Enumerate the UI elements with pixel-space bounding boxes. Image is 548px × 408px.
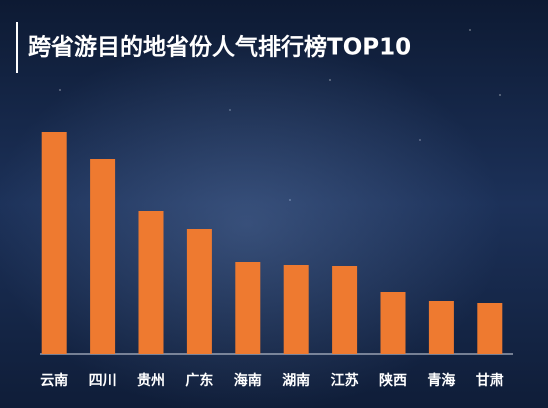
x-tick-label: 甘肃 [476,372,504,389]
bar [477,303,503,354]
x-tick-label: 江苏 [331,372,359,389]
bar [138,211,164,354]
x-tick-label: 云南 [40,372,68,389]
x-tick-label: 海南 [234,372,262,389]
x-tick-label: 广东 [185,372,213,389]
bar [428,301,454,354]
chart-title: 跨省游目的地省份人气排行榜TOP10 [28,34,411,61]
bar [90,159,116,354]
bar [41,132,67,354]
bar [283,265,309,354]
bar [186,229,212,354]
bar [235,262,261,354]
bar [380,292,406,354]
x-tick-label: 陕西 [379,372,407,389]
x-tick-label: 四川 [89,373,117,389]
x-tick-label: 贵州 [137,372,165,389]
x-tick-label: 青海 [427,372,455,389]
bar [332,266,358,354]
x-tick-label: 湖南 [282,372,310,389]
